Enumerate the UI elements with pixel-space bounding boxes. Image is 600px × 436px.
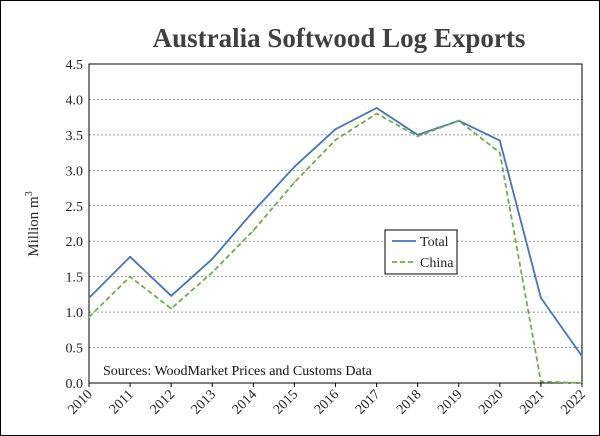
data-point-total — [211, 258, 214, 260]
data-point-total — [170, 294, 173, 297]
chart-title: Australia Softwood Log Exports — [153, 23, 526, 53]
x-tick-label: 2019 — [435, 387, 465, 417]
data-point-total — [252, 210, 255, 213]
y-tick-label: 4.0 — [66, 93, 84, 108]
data-point-china — [129, 275, 131, 278]
data-point-total — [129, 255, 131, 258]
x-tick-label: 2012 — [148, 387, 178, 417]
y-tick-label: 2.5 — [66, 200, 84, 215]
x-tick-label: 2013 — [189, 387, 219, 417]
data-point-total — [375, 107, 378, 109]
data-point-china — [416, 135, 419, 138]
source-note: Sources: WoodMarket Prices and Customs D… — [103, 364, 373, 379]
y-tick-label: 0.0 — [66, 377, 84, 392]
data-point-china — [334, 138, 337, 141]
x-tick-label: 2017 — [353, 387, 383, 417]
legend: Total China — [384, 229, 458, 275]
data-point-china — [88, 316, 90, 318]
data-point-total — [540, 297, 542, 299]
data-point-china — [170, 307, 173, 310]
y-tick-label: 2.0 — [66, 235, 84, 250]
legend-box — [384, 229, 458, 275]
series-layer — [88, 107, 583, 384]
y-tick-label: 4.5 — [66, 58, 84, 73]
y-axis-title: Million m3 — [24, 191, 42, 256]
data-point-china — [375, 112, 378, 115]
data-point-china — [498, 151, 501, 154]
data-point-total — [498, 139, 501, 142]
y-tick-label: 1.0 — [66, 306, 84, 321]
x-tick-label: 2020 — [476, 387, 506, 417]
x-tick-label: 2016 — [312, 387, 342, 417]
plot-area-border — [88, 63, 583, 384]
data-point-china — [457, 119, 460, 122]
legend-label-total: Total — [420, 235, 449, 250]
data-point-total — [581, 355, 583, 357]
svg-text:Million m3: Million m3 — [24, 191, 42, 256]
y-axis-title-superscript: 3 — [24, 191, 35, 196]
data-point-china — [540, 380, 542, 383]
series-line-total — [88, 107, 583, 357]
grid-layer — [89, 98, 582, 349]
x-tick-label: 2018 — [394, 387, 424, 417]
y-tick-label: 1.5 — [66, 271, 84, 286]
data-point-china — [211, 271, 214, 274]
x-tick-label: 2022 — [558, 387, 588, 417]
data-point-total — [88, 297, 90, 299]
series-line-china — [88, 112, 583, 384]
y-tick-label: 3.5 — [66, 129, 84, 144]
data-point-total — [293, 165, 296, 168]
data-point-china — [293, 181, 296, 184]
x-tick-label: 2021 — [517, 387, 547, 417]
data-point-total — [334, 128, 337, 131]
y-tick-label: 0.5 — [66, 342, 84, 357]
data-point-china — [252, 229, 255, 232]
x-tick-label: 2015 — [271, 387, 301, 417]
x-tick-label: 2011 — [107, 387, 137, 417]
x-tick-label: 2014 — [230, 387, 260, 417]
legend-label-china: China — [420, 256, 454, 271]
y-tick-label: 3.0 — [66, 164, 84, 179]
y-axis-title-text: Million m — [26, 196, 42, 257]
